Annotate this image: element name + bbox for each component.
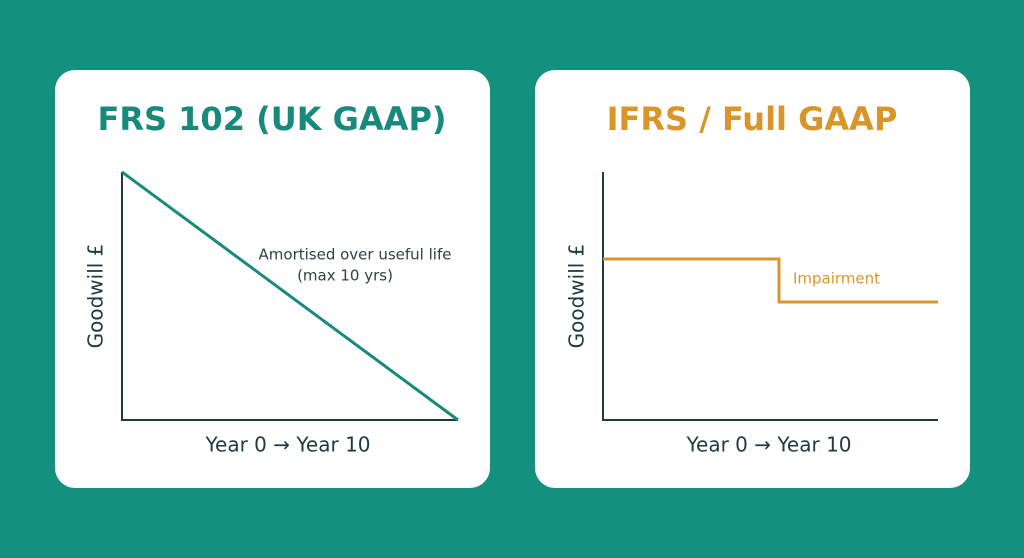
impairment-line xyxy=(603,257,938,304)
axes xyxy=(602,172,938,421)
annotation: Impairment xyxy=(793,270,880,288)
y-axis-label: Goodwill £ xyxy=(565,244,589,349)
annotation: (max 10 yrs) xyxy=(297,267,393,285)
panel-title: IFRS / Full GAAP xyxy=(607,100,898,138)
amortisation-line xyxy=(121,170,459,422)
axes xyxy=(121,172,458,421)
y-axis-label: Goodwill £ xyxy=(84,244,108,349)
x-axis-label: Year 0 → Year 10 xyxy=(685,433,851,457)
card xyxy=(55,70,490,488)
panel-title: FRS 102 (UK GAAP) xyxy=(97,100,446,138)
card xyxy=(535,70,970,488)
x-axis-label: Year 0 → Year 10 xyxy=(204,433,370,457)
annotation: Amortised over useful life xyxy=(259,246,452,264)
